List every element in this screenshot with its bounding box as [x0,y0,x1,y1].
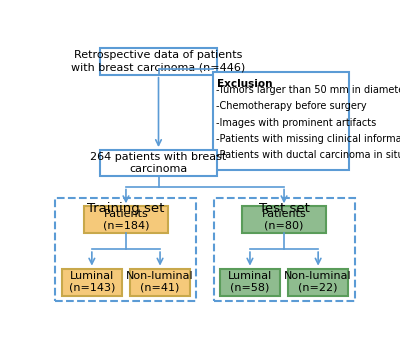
Text: -Chemotherapy before surgery: -Chemotherapy before surgery [216,101,367,111]
Text: 264 patients with breast
carcinoma: 264 patients with breast carcinoma [90,152,227,174]
Text: -Patients with ductal carcinoma in situ: -Patients with ductal carcinoma in situ [216,150,400,160]
Text: Patients
(n=80): Patients (n=80) [262,209,306,231]
Text: Exclusion: Exclusion [218,79,273,89]
Text: -Tumors larger than 50 mm in diameter: -Tumors larger than 50 mm in diameter [216,85,400,95]
Text: -Images with prominent artifacts: -Images with prominent artifacts [216,118,377,127]
Text: Test set: Test set [259,202,310,215]
Text: Luminal
(n=58): Luminal (n=58) [228,271,272,293]
FancyBboxPatch shape [100,48,218,75]
Text: Non-luminal
(n=22): Non-luminal (n=22) [284,271,352,293]
FancyBboxPatch shape [56,198,196,301]
Text: Patients
(n=184): Patients (n=184) [103,209,149,231]
FancyBboxPatch shape [220,269,280,296]
Text: Non-luminal
(n=41): Non-luminal (n=41) [126,271,194,293]
Text: Training set: Training set [87,202,165,215]
FancyBboxPatch shape [84,206,168,233]
FancyBboxPatch shape [130,269,190,296]
FancyBboxPatch shape [214,198,354,301]
Text: Retrospective data of patients
with breast carcinoma (n=446): Retrospective data of patients with brea… [71,50,246,72]
FancyBboxPatch shape [242,206,326,233]
Text: Luminal
(n=143): Luminal (n=143) [69,271,115,293]
FancyBboxPatch shape [62,269,122,296]
FancyBboxPatch shape [100,150,218,176]
FancyBboxPatch shape [288,269,348,296]
FancyBboxPatch shape [213,72,349,170]
Text: -Patients with missing clinical information: -Patients with missing clinical informat… [216,134,400,144]
